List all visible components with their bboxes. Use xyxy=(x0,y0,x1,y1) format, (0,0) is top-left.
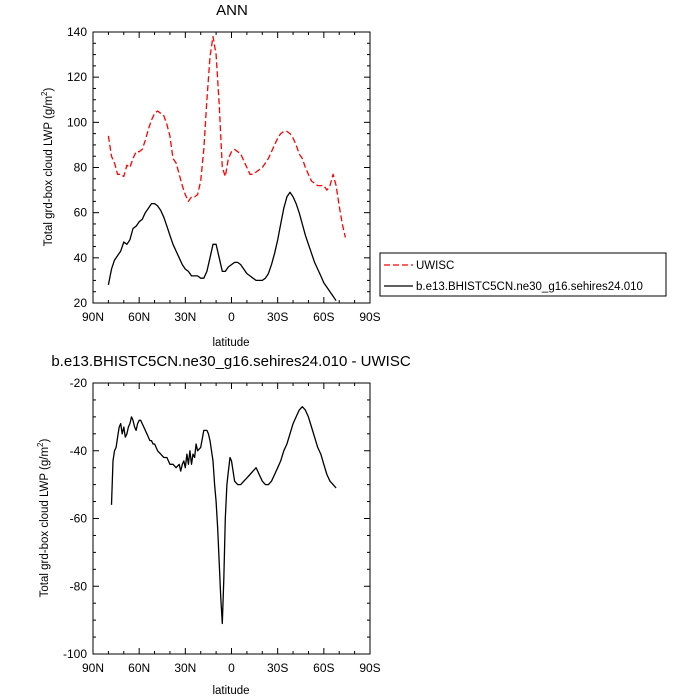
top-chart-series-group xyxy=(107,35,347,302)
top-chart-y-tick-label: 120 xyxy=(67,70,87,84)
top-chart-y-axis-label-sup: 2 xyxy=(40,91,49,96)
legend-label-model: b.e13.BHISTC5CN.ne30_g16.sehires24.010 xyxy=(416,281,643,293)
top-chart-x-tick-label: 60S xyxy=(313,310,334,324)
bottom-chart-y-tick-label: -40 xyxy=(70,444,88,458)
legend-label-uwisc: UWISC xyxy=(416,260,454,272)
top-chart-y-axis-label-end: ) xyxy=(43,87,55,91)
top-chart-x-tick-label: 90N xyxy=(82,310,104,324)
bottom-chart-y-tick-label: -80 xyxy=(70,579,88,593)
bottom-chart-x-tick-label: 30S xyxy=(267,661,288,675)
top-chart-title: ANN xyxy=(216,2,248,19)
chart-legend: UWISC b.e13.BHISTC5CN.ne30_g16.sehires24… xyxy=(379,252,667,297)
bottom-chart-y-axis-label-end: ) xyxy=(39,438,51,442)
bottom-chart-x-tick-label: 30N xyxy=(174,661,196,675)
bottom-chart-title: b.e13.BHISTC5CN.ne30_g16.sehires24.010 -… xyxy=(51,353,411,370)
top-chart-ticks: 90N 60N 30N 0 30S 60S 90S 20 40 60 80 100 120 140 xyxy=(67,25,381,324)
bottom-chart-x-tick-label: 60N xyxy=(128,661,150,675)
top-chart-x-tick-label: 90S xyxy=(359,310,380,324)
top-chart-y-tick-label: 60 xyxy=(74,206,88,220)
top-chart-frame xyxy=(92,31,371,304)
bottom-chart-y-tick-label: -20 xyxy=(70,376,88,390)
top-chart-y-tick-label: 20 xyxy=(74,296,88,310)
bottom-chart-x-axis-label: latitude xyxy=(212,685,249,697)
top-chart-y-tick-label: 40 xyxy=(74,251,88,265)
legend-box xyxy=(379,252,667,297)
bottom-chart-frame xyxy=(92,382,371,655)
bottom-chart-series-line-0 xyxy=(110,406,337,625)
bottom-chart-y-axis-label: Total grd-box cloud LWP (g/m2) xyxy=(36,438,51,597)
top-chart-x-axis-label: latitude xyxy=(212,337,249,349)
top-chart-x-tick-label: 60N xyxy=(128,310,150,324)
top-chart-x-tick-label: 30S xyxy=(267,310,288,324)
bottom-chart-series-group xyxy=(110,406,337,625)
bottom-chart-y-tick-label: -60 xyxy=(70,512,88,526)
bottom-chart-x-tick-label: 90S xyxy=(359,661,380,675)
bottom-chart-y-axis-label-sup: 2 xyxy=(36,442,45,447)
top-chart-y-axis-label: Total grd-box cloud LWP (g/m2) xyxy=(40,87,55,246)
top-chart-panel: ANN 90N 60N 30N 0 30S 60S 90S 20 40 60 80 100 120 140… xyxy=(40,2,381,349)
top-chart-x-tick-label: 0 xyxy=(228,310,235,324)
top-chart-x-tick-label: 30N xyxy=(174,310,196,324)
bottom-chart-x-tick-label: 60S xyxy=(313,661,334,675)
bottom-chart-y-axis-label-main: Total grd-box cloud LWP (g/m xyxy=(39,447,51,597)
bottom-chart-y-tick-label: -100 xyxy=(63,647,87,661)
bottom-chart-x-tick-label: 0 xyxy=(228,661,235,675)
top-chart-y-tick-label: 80 xyxy=(74,161,88,175)
top-chart-series-line-1 xyxy=(107,191,337,302)
top-chart-y-tick-label: 100 xyxy=(67,115,87,129)
top-chart-y-tick-label: 140 xyxy=(67,25,87,39)
bottom-chart-x-tick-label: 90N xyxy=(82,661,104,675)
top-chart-series-line-0 xyxy=(107,35,347,238)
bottom-chart-ticks: 90N 60N 30N 0 30S 60S 90S -100 -80 -60 -40 -20 xyxy=(63,376,381,675)
bottom-chart-panel: b.e13.BHISTC5CN.ne30_g16.sehires24.010 -… xyxy=(36,353,411,697)
top-chart-y-axis-label-main: Total grd-box cloud LWP (g/m xyxy=(43,96,55,246)
